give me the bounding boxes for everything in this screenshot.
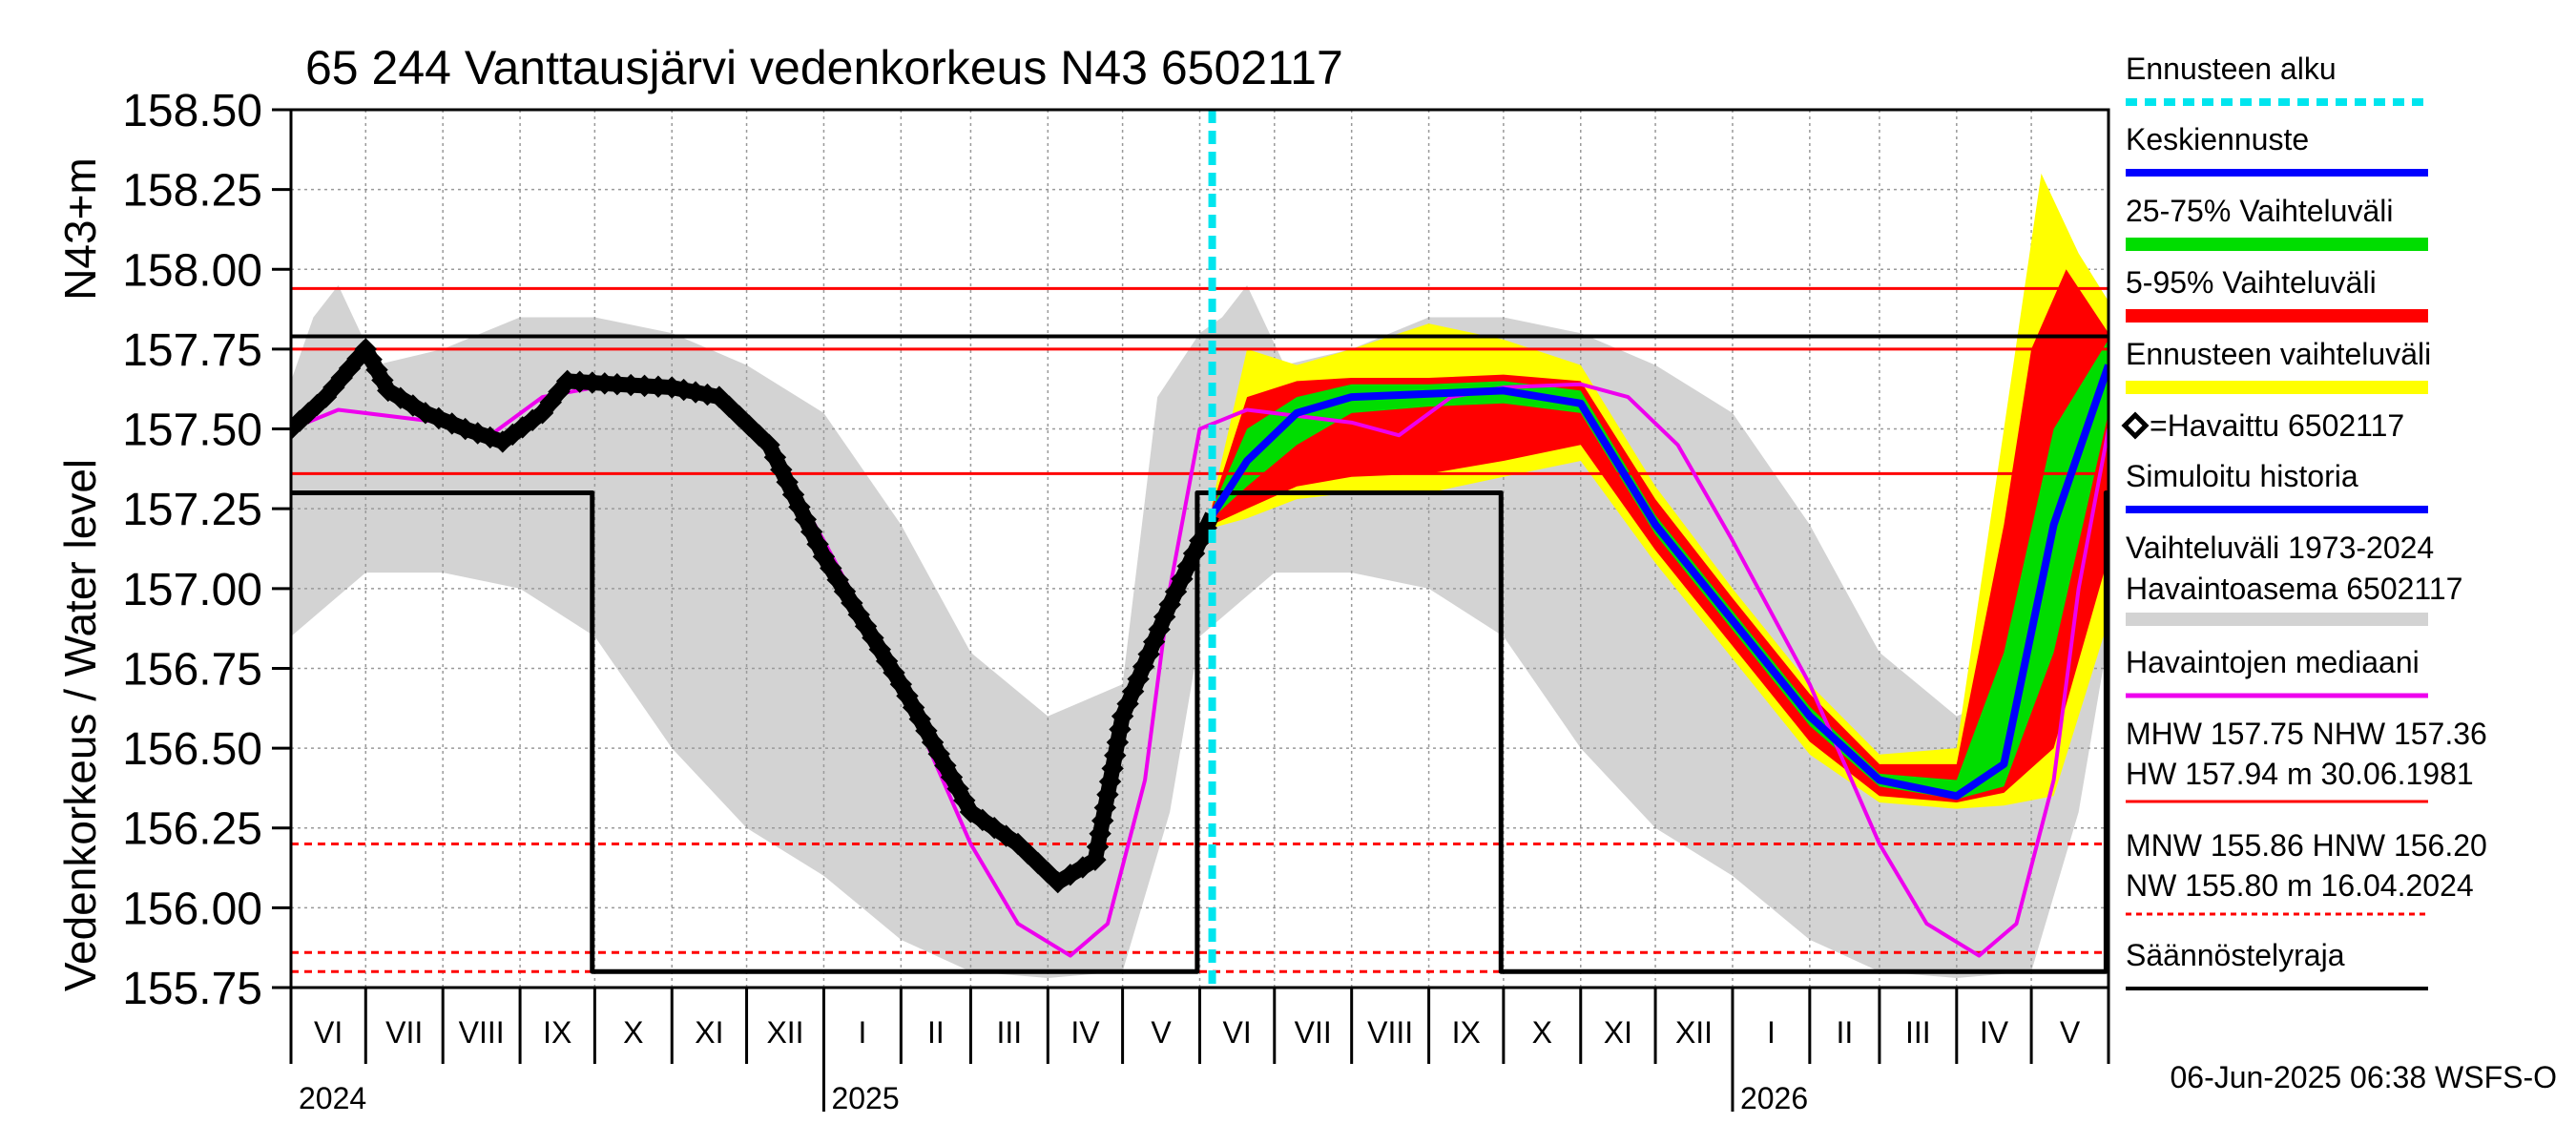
x-month-label: VI (1223, 1015, 1252, 1050)
y-tick-label: 157.25 (122, 485, 262, 535)
x-month-label: II (927, 1015, 945, 1050)
x-month-label: XII (1675, 1015, 1713, 1050)
x-month-label: VII (1295, 1015, 1332, 1050)
y-tick-label: 156.25 (122, 804, 262, 855)
legend-median-forecast-label: Keskiennuste (2126, 122, 2309, 156)
y-tick-label: 155.75 (122, 964, 262, 1014)
legend-stats-low-1: MNW 155.86 HNW 156.20 (2126, 828, 2487, 863)
y-tick-label: 156.50 (122, 724, 262, 775)
x-month-label: I (858, 1015, 866, 1050)
legend-stats-high-2: HW 157.94 m 30.06.1981 (2126, 757, 2474, 791)
legend-simulated-label: Simuloitu historia (2126, 459, 2358, 493)
y-tick-label: 158.25 (122, 166, 262, 217)
x-month-label: IV (1070, 1015, 1100, 1050)
legend-forecast-range-label: Ennusteen vaihteluväli (2126, 337, 2431, 371)
x-month-label: VI (314, 1015, 343, 1050)
x-month-label: X (1532, 1015, 1552, 1050)
plot-layers (291, 110, 2109, 988)
observed-marker (959, 801, 983, 823)
x-month-label: IX (1452, 1015, 1481, 1050)
x-month-label: IX (543, 1015, 571, 1050)
forecast-median-line (1209, 364, 2109, 801)
x-month-label: XI (695, 1015, 723, 1050)
y-tick-label: 157.00 (122, 565, 262, 615)
x-year-label: 2024 (299, 1081, 366, 1115)
legend-hist-range-label-1: Vaihteluväli 1973-2024 (2126, 531, 2434, 565)
x-month-label: XII (766, 1015, 803, 1050)
x-month-label: III (1905, 1015, 1931, 1050)
legend-hist-range-swatch (2126, 613, 2428, 626)
footer-timestamp: 06-Jun-2025 06:38 WSFS-O (2170, 1060, 2557, 1094)
forecast-range-band (1212, 173, 2109, 809)
legend-range-25-75-label: 25-75% Vaihteluväli (2126, 194, 2393, 228)
legend: Ennusteen alku Keskiennuste 25-75% Vaihtel… (2121, 52, 2487, 990)
x-month-label: IV (1980, 1015, 2009, 1050)
chart-title: 65 244 Vanttausjärvi vedenkorkeus N43 65… (305, 41, 1343, 94)
x-month-label: VIII (1367, 1015, 1413, 1050)
x-month-label: X (623, 1015, 643, 1050)
legend-stats-low-2: NW 155.80 m 16.04.2024 (2126, 868, 2474, 903)
legend-range-5-95-label: 5-95% Vaihteluväli (2126, 265, 2377, 300)
y-tick-label: 158.00 (122, 245, 262, 296)
x-month-label: V (2060, 1015, 2081, 1050)
legend-observed-label: =Havaittu 6502117 (2150, 408, 2404, 443)
x-month-label: V (1151, 1015, 1172, 1050)
x-year-label: 2026 (1740, 1081, 1808, 1115)
x-year-label: 2025 (831, 1081, 899, 1115)
y-axis-label-outer: Vedenkorkeus / Water level (55, 459, 105, 991)
x-month-label: VII (385, 1015, 423, 1050)
y-tick-label: 158.50 (122, 86, 262, 136)
legend-median-obs-label: Havaintojen mediaani (2126, 645, 2420, 679)
x-month-label: I (1767, 1015, 1776, 1050)
plot-area (289, 108, 2110, 989)
legend-observed-marker (2121, 411, 2150, 440)
y-axis: 158.50 158.25 158.00 157.75 157.50 157.25 157.… (122, 86, 291, 1014)
legend-hist-range-label-2: Havaintoasema 6502117 (2126, 572, 2462, 606)
y-tick-label: 157.50 (122, 406, 262, 456)
y-axis-label-inner: N43+m (55, 157, 105, 301)
legend-forecast-start-label: Ennusteen alku (2126, 52, 2337, 86)
x-month-label: VIII (459, 1015, 505, 1050)
y-tick-label: 156.00 (122, 884, 262, 934)
regulation-limit-line (291, 489, 2109, 974)
y-tick-label: 156.75 (122, 644, 262, 695)
legend-stats-high-1: MHW 157.75 NHW 157.36 (2126, 717, 2487, 751)
x-month-label: XI (1604, 1015, 1632, 1050)
x-month-label: II (1836, 1015, 1853, 1050)
legend-regulation-label: Säännöstelyraja (2126, 938, 2345, 972)
x-month-label: III (997, 1015, 1023, 1050)
y-tick-label: 157.75 (122, 325, 262, 376)
x-axis: VI VII VIII IX X XI XII I II III IV V VI VII VIII IX X XI… (289, 986, 2110, 1115)
